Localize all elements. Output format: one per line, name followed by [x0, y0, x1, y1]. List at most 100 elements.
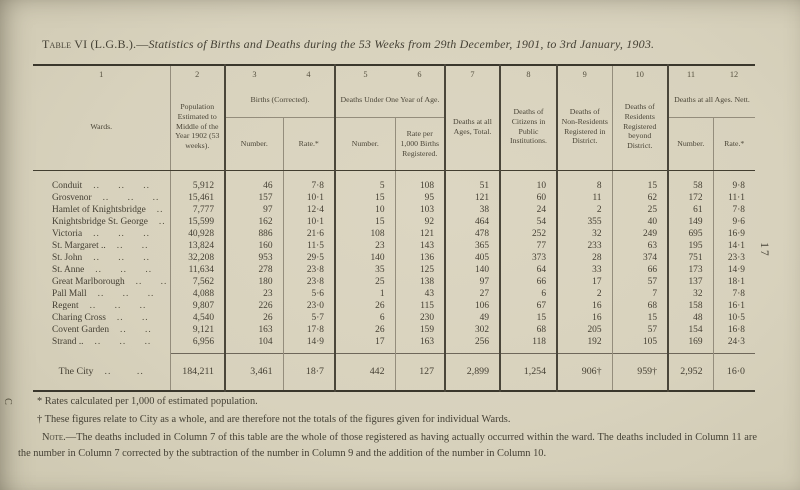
ward-cell: Victoria .. .. ..	[33, 228, 171, 240]
value-cell: 92	[395, 216, 446, 228]
value-cell: 9·8	[732, 181, 746, 191]
statistics-table: 1 2 3 4 5 6 7 8 9 10 11 12 Wards. Popula…	[33, 64, 755, 392]
column-number: 12	[729, 70, 739, 79]
value-cell: 97	[225, 204, 284, 216]
value-cell: 256	[445, 336, 501, 348]
value-cell: 24	[500, 204, 558, 216]
value-cell: 230	[395, 312, 446, 324]
value-cell: 180	[225, 276, 284, 288]
value-cell: 138	[395, 276, 446, 288]
value-cell: 23·0	[283, 300, 336, 312]
dot-leader: .. .. ..	[93, 181, 150, 191]
value-cell: 163	[395, 336, 446, 348]
value-cell: 442	[335, 353, 396, 391]
value-cell: 104	[225, 336, 284, 348]
subheader-number: Number.	[335, 117, 396, 171]
value-cell: 15,461	[170, 192, 226, 204]
value-cell: 953	[225, 252, 284, 264]
value-cell: 35	[335, 264, 396, 276]
spacer-cell	[395, 348, 446, 354]
value-cell: 158	[668, 300, 714, 312]
value-cell: 143	[395, 240, 446, 252]
value-cell: 695	[668, 228, 714, 240]
value-cell: 16·8	[727, 325, 745, 335]
spacer-cell	[668, 348, 714, 354]
dot-leader: .. ..	[104, 365, 144, 377]
table-body: Conduit.. .. .. 5,912 46 7·8 5 108 51 10 8 15 58 9·…	[33, 170, 755, 391]
value-cell: 97	[445, 276, 501, 288]
value-cell: 16	[557, 300, 613, 312]
value-cell: 68	[612, 300, 669, 312]
ward-name: The City	[58, 365, 94, 377]
value-cell: 121	[395, 228, 446, 240]
value-cell: 10	[500, 170, 558, 192]
ward-name: Grosvenor	[52, 193, 92, 203]
value-cell: 7·8	[283, 170, 336, 192]
value-cell: 184,211	[170, 353, 226, 391]
value-cell: 9,807	[170, 300, 226, 312]
header-births-group: Births (Corrected).	[225, 83, 336, 118]
value-cell: 7·8	[732, 289, 746, 299]
value-cell: 26	[335, 324, 396, 336]
value-cell: 149	[668, 216, 714, 228]
header-wards: Wards.	[33, 83, 171, 171]
value-cell: 160	[225, 240, 284, 252]
table-row: Pall Mall.. .. .. 4,088 23 5·6 1 43 27 6 2 7 32 7·8	[33, 288, 755, 300]
value-cell: 57	[612, 324, 669, 336]
value-cell: 103	[395, 204, 446, 216]
value-cell: 60	[500, 192, 558, 204]
header-deaths-residents-beyond: Deaths of Residents Registered beyond Di…	[612, 83, 669, 171]
value-cell: 172	[668, 192, 714, 204]
value-cell: 6,956	[170, 336, 226, 348]
table-header: 1 2 3 4 5 6 7 8 9 10 11 12 Wards. Popula…	[33, 65, 755, 171]
value-cell: 38	[445, 204, 501, 216]
dot-leader: .. ..	[116, 313, 149, 323]
header-deaths-total: Deaths at all Ages, Total.	[445, 83, 501, 171]
dot-leader: .. .. ..	[93, 253, 150, 263]
column-number: 4	[283, 65, 336, 83]
value-cell: 15	[335, 192, 396, 204]
value-cell: 906†	[557, 353, 613, 391]
table-title-description: Statistics of Births and Deaths during t…	[148, 37, 655, 51]
value-cell: 105	[612, 336, 669, 348]
value-cell: 62	[612, 192, 669, 204]
value-cell: 95	[395, 192, 446, 204]
dot-leader: .. .. ..	[95, 265, 153, 275]
value-cell: 7,777	[170, 204, 226, 216]
column-number: 2	[170, 65, 226, 83]
header-population: Population Estimated to Middle of the Ye…	[170, 83, 226, 171]
table-row: Strand .. .. .. .. 6,956 104 14·9 17 163 256 118…	[33, 336, 755, 348]
value-cell: 249	[612, 228, 669, 240]
value-cell: 2,952	[668, 353, 714, 391]
column-number: 10	[612, 65, 669, 83]
value-cell: 17	[557, 276, 613, 288]
subheader-rate-per-1000: Rate per 1,000 Births Registered.	[395, 117, 446, 171]
dot-leader: .. .. ..	[97, 289, 155, 299]
value-cell: 12·4	[283, 204, 336, 216]
spacer-cell	[33, 348, 171, 354]
value-cell: 32,208	[170, 252, 226, 264]
value-cell: 15	[335, 216, 396, 228]
value-cell: 136	[395, 252, 446, 264]
value-cell: 9,121	[170, 324, 226, 336]
value-cell: 43	[395, 288, 446, 300]
dot-leader: .. ..	[135, 277, 168, 287]
ward-cell: Knightsbridge St. George..	[33, 216, 171, 228]
value-cell: 18·1	[727, 277, 745, 287]
value-cell: 61	[668, 204, 714, 216]
value-cell: 162	[225, 216, 284, 228]
ward-cell: Charing Cross .. ..	[33, 312, 171, 324]
column-number: 5	[363, 70, 368, 79]
column-number-row: 1 2 3 4 5 6 7 8 9 10 11 12	[33, 65, 755, 83]
footnote-rates: * Rates calculated per 1,000 of estimate…	[37, 396, 258, 407]
value-cell: 54	[500, 216, 558, 228]
header-deaths-citizens: Deaths of Citizens in Public Institution…	[500, 83, 558, 171]
value-cell: 233	[557, 240, 613, 252]
value-cell: 51	[445, 170, 501, 192]
column-number: 9	[557, 65, 613, 83]
printers-signature-mark: C	[1, 398, 13, 405]
table-row: St. Margaret .. .. .. 13,824 160 11·5 23 143 36…	[33, 240, 755, 252]
dot-leader: ..	[158, 217, 166, 227]
value-cell: 157	[225, 192, 284, 204]
